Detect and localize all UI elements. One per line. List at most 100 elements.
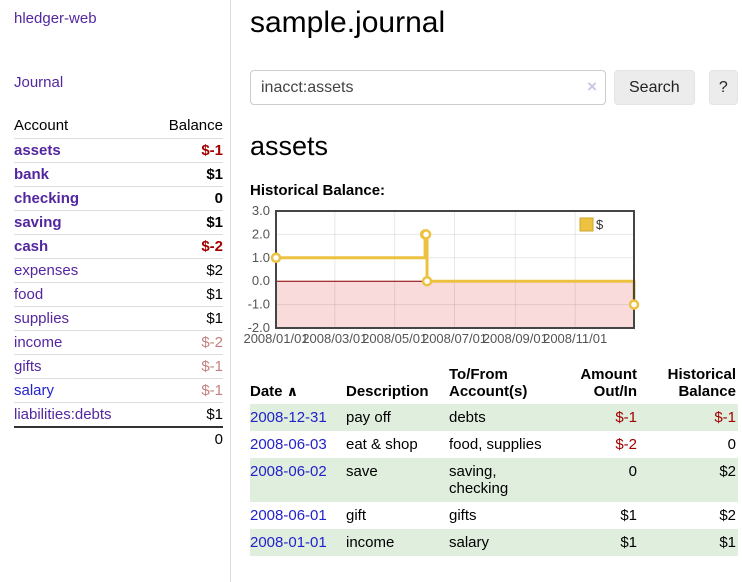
svg-text:0.0: 0.0 [252,273,270,288]
search-input[interactable] [250,70,606,105]
account-link[interactable]: bank [14,166,50,183]
account-link[interactable]: assets [14,142,61,159]
transaction-date-link[interactable]: 2008-12-31 [250,409,327,426]
transaction-row: 2008-01-01 income salary $1 $1 [250,529,738,556]
account-link[interactable]: salary [14,382,55,399]
account-row: income $-2 [14,330,223,355]
search-button[interactable]: Search [614,70,695,105]
transactions-table: Date ∧ Description To/From Account(s) Am… [250,363,738,556]
accounts-header-account: Account [14,117,69,134]
svg-text:$: $ [596,217,604,232]
transaction-date-link[interactable]: 2008-06-01 [250,507,327,524]
account-balance: $-1 [148,138,223,163]
transaction-date-link[interactable]: 2008-06-03 [250,436,327,453]
transaction-balance: $1 [639,529,738,556]
account-balance: 0 [148,186,223,211]
transaction-row: 2008-12-31 pay off debts $-1 $-1 [250,404,738,431]
svg-text:2008/07/01: 2008/07/01 [422,331,487,346]
transaction-description: income [346,529,449,556]
transaction-accounts: saving, checking [449,458,553,502]
historical-balance-chart: $3.0 2.0 1.0 0.0 -1.0 -2.0 2008/01/01 2008/03/0… [243,203,738,349]
search-bar: × Search ? [250,70,738,105]
svg-text:1.0: 1.0 [252,250,270,265]
account-balance: $-2 [148,234,223,259]
account-balance: $1 [148,402,223,427]
help-button[interactable]: ? [708,70,738,105]
account-balance: $2 [148,258,223,283]
transaction-row: 2008-06-02 save saving, checking 0 $2 [250,458,738,502]
account-row: expenses $2 [14,258,223,283]
transaction-description: pay off [346,404,449,431]
transaction-amount: 0 [553,458,639,502]
account-row: liabilities:debts $1 [14,402,223,427]
transaction-balance: 0 [727,436,736,453]
transaction-amount: $-1 [553,404,639,431]
sidebar: hledger-web Journal Account Balance asse… [0,0,231,582]
account-row: assets $-1 [14,138,223,163]
account-link[interactable]: food [14,286,44,303]
transaction-accounts: debts [449,404,553,431]
transaction-row: 2008-06-01 gift gifts $1 $2 [250,502,738,529]
transaction-balance: $2 [719,507,736,524]
account-row: salary $-1 [14,378,223,403]
account-balance: $1 [148,282,223,307]
account-link[interactable]: gifts [14,358,42,375]
txn-header-description: Description [346,383,429,400]
sidebar-item-journal[interactable]: Journal [14,74,64,91]
page-title: sample.journal [250,6,446,39]
svg-text:2008/01/01: 2008/01/01 [243,331,308,346]
account-row: checking 0 [14,186,223,211]
accounts-table: Account Balance assets $-1 bank $1 checking 0… [14,114,223,451]
main-content: sample.journal × Search ? assets Histori… [243,0,738,556]
transaction-amount: $-2 [615,436,637,453]
transaction-description: save [346,458,449,502]
accounts-total-row: 0 [14,426,223,451]
account-row: supplies $1 [14,306,223,331]
balance-chart: $3.0 2.0 1.0 0.0 -1.0 -2.02008/01/012008/03/0… [243,203,640,346]
transaction-date-link[interactable]: 2008-06-02 [250,463,327,480]
account-link[interactable]: saving [14,214,62,231]
account-link[interactable]: cash [14,238,49,255]
account-link[interactable]: expenses [14,262,79,279]
txn-header-amount: Amount Out/In [580,366,637,400]
account-link[interactable]: liabilities:debts [14,406,112,423]
account-row: gifts $-1 [14,354,223,379]
transaction-accounts: gifts [449,507,477,524]
txn-header-accounts: To/From Account(s) [449,366,528,400]
accounts-header-balance: Balance [168,117,223,134]
transaction-balance: $-1 [639,404,738,431]
transaction-description: eat & shop [346,436,418,453]
account-balance: $1 [148,162,223,187]
account-row: cash $-2 [14,234,223,259]
txn-header-date[interactable]: Date ∧ [250,383,299,400]
transaction-balance: $2 [639,458,738,502]
account-row: bank $1 [14,162,223,187]
svg-text:2008/09/01: 2008/09/01 [483,331,548,346]
account-balance: $-1 [148,354,223,379]
transaction-date-link[interactable]: 2008-01-01 [250,534,327,551]
svg-text:3.0: 3.0 [252,203,270,218]
account-link[interactable]: income [14,334,63,351]
account-balance: $1 [148,210,223,235]
svg-text:-2.0: -2.0 [248,320,270,335]
transaction-amount: $1 [553,529,639,556]
account-link[interactable]: supplies [14,310,70,327]
account-heading: assets [250,131,329,161]
transaction-description: gift [346,507,367,524]
chart-heading: Historical Balance: [250,182,386,199]
account-link[interactable]: checking [14,190,80,207]
svg-text:2.0: 2.0 [252,226,270,241]
account-balance: $1 [148,306,223,331]
transaction-row: 2008-06-03 eat & shop food, supplies $-2 0 [250,431,738,458]
clear-search-icon[interactable]: × [587,77,597,96]
account-row: saving $1 [14,210,223,235]
svg-text:2008/11/01: 2008/11/01 [543,331,607,346]
svg-text:2008/05/01: 2008/05/01 [362,331,427,346]
transaction-accounts: food, supplies [449,436,542,453]
account-balance: $-1 [148,378,223,403]
app-title-link[interactable]: hledger-web [14,10,97,27]
account-row: food $1 [14,282,223,307]
sort-asc-icon: ∧ [286,383,299,399]
txn-header-balance: Historical Balance [667,366,736,400]
svg-text:2008/03/01: 2008/03/01 [302,331,367,346]
